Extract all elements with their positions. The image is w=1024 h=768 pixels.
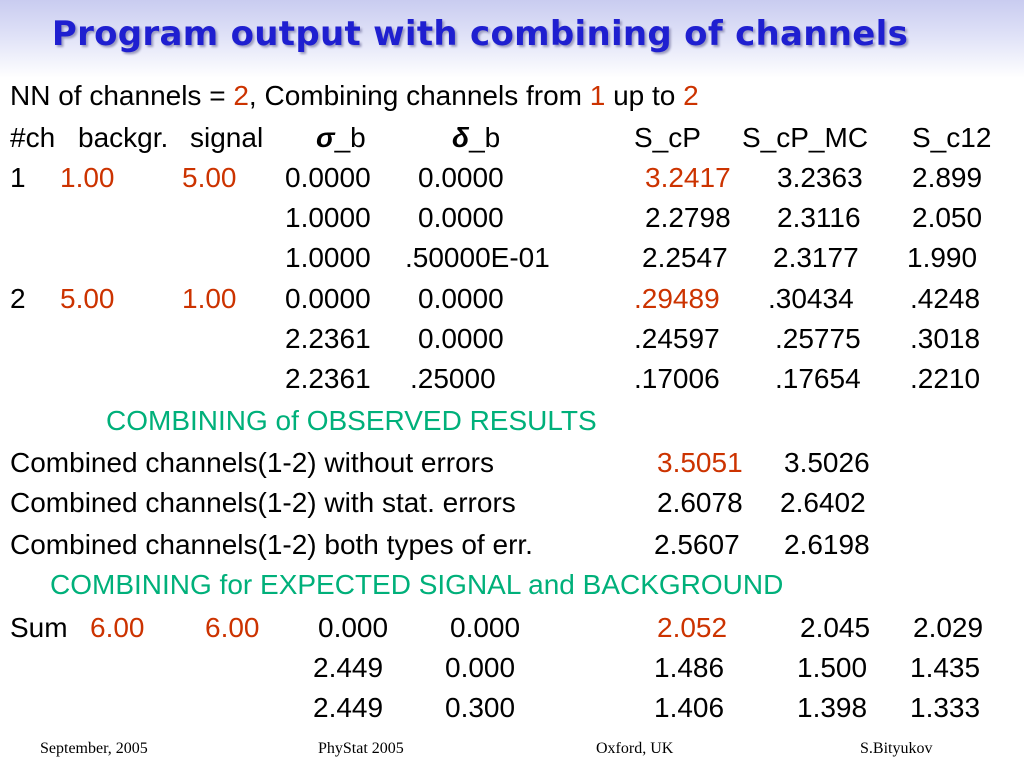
ch2-r2-sigma: 2.2361 <box>285 323 371 354</box>
ch2-r2-scp: .24597 <box>634 323 720 354</box>
ch2-signal: 1.00 <box>182 283 237 314</box>
col-sigma: σ_b <box>316 122 366 154</box>
ch1-number: 1 <box>10 162 26 193</box>
col-delta: δ_b <box>452 122 500 154</box>
sum-signal: 6.00 <box>205 612 260 643</box>
nn-value: 2 <box>233 80 249 111</box>
sum-r1-scp: 2.052 <box>657 612 728 643</box>
ch2-r3-scp-mc: .17654 <box>775 363 861 394</box>
from-value: 1 <box>589 80 606 111</box>
observed-line-2-v1: 2.6078 <box>657 487 743 518</box>
ch2-r1-sigma: 0.0000 <box>285 283 371 314</box>
nn-line: NN of channels = 2, Combining channels f… <box>10 80 699 112</box>
ch1-r3-sc12: 1.990 <box>907 242 978 273</box>
footer-location: Oxford, UK <box>596 740 674 757</box>
observed-line-1-label: Combined channels(1-2) without errors <box>10 447 494 478</box>
ch2-r1-sc12: .4248 <box>910 283 981 314</box>
observed-line-2-label: Combined channels(1-2) with stat. errors <box>10 487 516 518</box>
sum-r1-delta: 0.000 <box>450 612 521 643</box>
sum-r3-sigma: 2.449 <box>313 692 384 723</box>
ch1-r2-sc12: 2.050 <box>912 202 983 233</box>
col-ch: #ch <box>10 122 56 153</box>
ch2-r1-delta: 0.0000 <box>418 283 504 314</box>
ch1-r1-scp: 3.2417 <box>645 162 731 193</box>
to-value: 2 <box>683 80 699 111</box>
sum-r1-sc12: 2.029 <box>913 612 984 643</box>
ch2-r2-delta: 0.0000 <box>418 323 504 354</box>
ch2-number: 2 <box>10 283 26 314</box>
footer-conference: PhyStat 2005 <box>318 740 404 757</box>
sum-label: Sum <box>10 612 68 643</box>
observed-line-1-v2: 3.5026 <box>784 447 870 478</box>
sum-r3-scp-mc: 1.398 <box>797 692 868 723</box>
nn-mid: , Combining channels from <box>248 80 590 111</box>
sum-r2-sigma: 2.449 <box>313 652 384 683</box>
ch2-backgr: 5.00 <box>60 283 115 314</box>
sum-r2-scp-mc: 1.500 <box>797 652 868 683</box>
sum-r2-sc12: 1.435 <box>910 652 981 683</box>
footer-author: S.Bityukov <box>860 740 933 757</box>
sum-r2-scp: 1.486 <box>654 652 725 683</box>
ch2-r2-sc12: .3018 <box>910 323 981 354</box>
sum-r2-delta: 0.000 <box>445 652 516 683</box>
ch1-r1-sigma: 0.0000 <box>285 162 371 193</box>
ch1-r3-sigma: 1.0000 <box>285 242 371 273</box>
observed-line-3-v1: 2.5607 <box>654 529 740 560</box>
observed-line-1-v1: 3.5051 <box>657 447 743 478</box>
ch1-r2-delta: 0.0000 <box>418 202 504 233</box>
observed-heading: COMBINING of OBSERVED RESULTS <box>106 405 597 436</box>
ch2-r3-sigma: 2.2361 <box>285 363 371 394</box>
nn-prefix: NN of channels = <box>10 80 234 111</box>
nn-upto: up to <box>605 80 684 111</box>
ch1-r3-delta: .50000E-01 <box>405 242 550 273</box>
col-scp: S_cP <box>634 122 701 153</box>
sum-r1-scp-mc: 2.045 <box>800 612 871 643</box>
sum-r3-scp: 1.406 <box>654 692 725 723</box>
ch1-r2-scp-mc: 2.3116 <box>777 202 861 233</box>
col-scp-mc: S_cP_MC <box>742 122 869 153</box>
sigma-symbol: σ <box>316 122 335 153</box>
observed-line-2-v2: 2.6402 <box>780 487 866 518</box>
ch2-r3-scp: .17006 <box>634 363 720 394</box>
ch1-r1-delta: 0.0000 <box>418 162 504 193</box>
ch1-signal: 5.00 <box>182 162 237 193</box>
sum-r3-delta: 0.300 <box>445 692 516 723</box>
delta-suffix: _b <box>469 122 501 153</box>
ch2-r2-scp-mc: .25775 <box>775 323 861 354</box>
sum-r1-sigma: 0.000 <box>318 612 389 643</box>
ch2-r1-scp: .29489 <box>634 283 720 314</box>
ch1-r1-sc12: 2.899 <box>912 162 983 193</box>
ch1-r3-scp-mc: 2.3177 <box>773 242 859 273</box>
slide-title: Program output with combining of channel… <box>51 14 909 54</box>
ch1-r2-scp: 2.2798 <box>645 202 731 233</box>
ch1-backgr: 1.00 <box>60 162 115 193</box>
observed-line-3-v2: 2.6198 <box>784 529 870 560</box>
ch2-r3-sc12: .2210 <box>910 363 981 394</box>
observed-line-3-label: Combined channels(1-2) both types of err… <box>10 529 533 560</box>
sum-r3-sc12: 1.333 <box>910 692 981 723</box>
expected-heading: COMBINING for EXPECTED SIGNAL and BACKGR… <box>50 569 784 600</box>
sigma-suffix: _b <box>334 122 366 153</box>
ch1-r2-sigma: 1.0000 <box>285 202 371 233</box>
col-signal: signal <box>190 122 264 153</box>
title-band <box>0 0 1024 78</box>
col-sc12: S_c12 <box>912 122 992 153</box>
ch2-r1-scp-mc: .30434 <box>768 283 854 314</box>
footer-date: September, 2005 <box>40 740 148 757</box>
ch1-r1-scp-mc: 3.2363 <box>777 162 863 193</box>
ch2-r3-delta: .25000 <box>410 363 496 394</box>
col-backgr: backgr. <box>78 122 169 153</box>
ch1-r3-scp: 2.2547 <box>642 242 728 273</box>
sum-backgr: 6.00 <box>90 612 145 643</box>
delta-symbol: δ <box>452 122 470 153</box>
